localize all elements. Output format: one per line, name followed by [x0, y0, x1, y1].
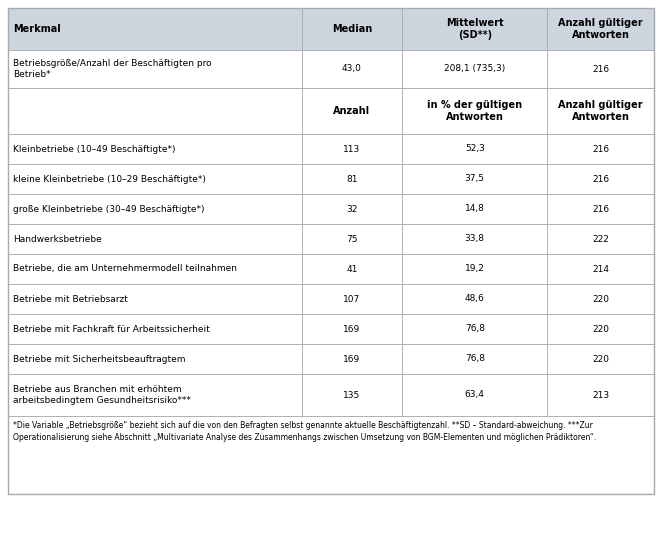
Text: 75: 75	[346, 234, 357, 244]
Bar	[8, 314, 302, 344]
Bar	[547, 50, 654, 88]
Text: 216: 216	[592, 64, 609, 74]
Bar	[8, 254, 302, 284]
Text: Betriebe mit Sicherheitsbeauftragtem: Betriebe mit Sicherheitsbeauftragtem	[13, 354, 185, 364]
Text: 220: 220	[592, 294, 609, 304]
Bar	[8, 88, 302, 134]
Text: 107: 107	[344, 294, 361, 304]
Text: 214: 214	[592, 264, 609, 274]
Bar	[8, 374, 302, 416]
Bar	[402, 284, 547, 314]
Bar	[547, 194, 654, 224]
Text: 48,6: 48,6	[465, 294, 485, 304]
Bar	[302, 224, 402, 254]
Bar	[547, 8, 654, 50]
Bar	[547, 314, 654, 344]
Bar	[8, 194, 302, 224]
Text: Betriebe aus Branchen mit erhöhtem
arbeitsbedingtem Gesundheitsrisiko***: Betriebe aus Branchen mit erhöhtem arbei…	[13, 385, 191, 405]
Bar	[302, 164, 402, 194]
Bar	[547, 344, 654, 374]
Bar	[302, 134, 402, 164]
Bar	[402, 344, 547, 374]
Bar	[402, 88, 547, 134]
Text: 216: 216	[592, 175, 609, 183]
Text: 169: 169	[344, 354, 361, 364]
Text: 216: 216	[592, 145, 609, 153]
Text: 41: 41	[346, 264, 357, 274]
Bar	[8, 8, 302, 50]
Text: Betriebe mit Fachkraft für Arbeitssicherheit: Betriebe mit Fachkraft für Arbeitssicher…	[13, 324, 210, 334]
Bar	[547, 254, 654, 284]
Text: große Kleinbetriebe (30–49 Beschäftigte*): große Kleinbetriebe (30–49 Beschäftigte*…	[13, 205, 205, 213]
Text: Betriebe mit Betriebsarzt: Betriebe mit Betriebsarzt	[13, 294, 128, 304]
Text: 19,2: 19,2	[465, 264, 485, 274]
Text: 216: 216	[592, 205, 609, 213]
Bar	[547, 224, 654, 254]
Text: 76,8: 76,8	[465, 324, 485, 334]
Text: 81: 81	[346, 175, 357, 183]
Text: 76,8: 76,8	[465, 354, 485, 364]
Bar	[302, 284, 402, 314]
Text: 14,8: 14,8	[465, 205, 485, 213]
Text: 37,5: 37,5	[465, 175, 485, 183]
Bar	[302, 254, 402, 284]
Text: 169: 169	[344, 324, 361, 334]
Bar	[302, 374, 402, 416]
Text: in % der gültigen
Antworten: in % der gültigen Antworten	[427, 100, 522, 122]
Bar	[402, 134, 547, 164]
Text: Betriebsgröße/Anzahl der Beschäftigten pro
Betrieb*: Betriebsgröße/Anzahl der Beschäftigten p…	[13, 59, 212, 79]
Text: Anzahl: Anzahl	[334, 106, 371, 116]
Bar	[402, 374, 547, 416]
Bar	[402, 50, 547, 88]
Text: Betriebe, die am Unternehmermodell teilnahmen: Betriebe, die am Unternehmermodell teiln…	[13, 264, 237, 274]
Bar	[302, 344, 402, 374]
Text: Merkmal: Merkmal	[13, 24, 61, 34]
Bar	[547, 134, 654, 164]
Text: Median: Median	[332, 24, 372, 34]
Bar	[8, 164, 302, 194]
Text: 208,1 (735,3): 208,1 (735,3)	[444, 64, 505, 74]
Bar	[8, 8, 654, 494]
Bar	[302, 8, 402, 50]
Text: 222: 222	[592, 234, 609, 244]
Bar	[8, 284, 302, 314]
Bar	[8, 416, 654, 494]
Text: Kleinbetriebe (10–49 Beschäftigte*): Kleinbetriebe (10–49 Beschäftigte*)	[13, 145, 175, 153]
Bar	[8, 344, 302, 374]
Bar	[302, 314, 402, 344]
Bar	[402, 194, 547, 224]
Bar	[302, 50, 402, 88]
Text: Anzahl gültiger
Antworten: Anzahl gültiger Antworten	[558, 18, 643, 40]
Text: *Die Variable „Betriebsgröße“ bezieht sich auf die von den Befragten selbst gena: *Die Variable „Betriebsgröße“ bezieht si…	[13, 421, 596, 442]
Bar	[8, 50, 302, 88]
Bar	[8, 224, 302, 254]
Bar	[402, 8, 547, 50]
Text: Anzahl gültiger
Antworten: Anzahl gültiger Antworten	[558, 100, 643, 122]
Bar	[302, 194, 402, 224]
Text: 33,8: 33,8	[465, 234, 485, 244]
Text: 220: 220	[592, 354, 609, 364]
Bar	[402, 254, 547, 284]
Text: Handwerksbetriebe: Handwerksbetriebe	[13, 234, 102, 244]
Bar	[547, 88, 654, 134]
Text: 113: 113	[344, 145, 361, 153]
Bar	[402, 314, 547, 344]
Bar	[402, 164, 547, 194]
Bar	[402, 224, 547, 254]
Bar	[547, 164, 654, 194]
Text: 213: 213	[592, 390, 609, 400]
Text: kleine Kleinbetriebe (10–29 Beschäftigte*): kleine Kleinbetriebe (10–29 Beschäftigte…	[13, 175, 206, 183]
Text: 43,0: 43,0	[342, 64, 362, 74]
Text: 52,3: 52,3	[465, 145, 485, 153]
Text: 32: 32	[346, 205, 357, 213]
Text: Mittelwert
(SD**): Mittelwert (SD**)	[446, 18, 504, 40]
Bar	[8, 134, 302, 164]
Text: 220: 220	[592, 324, 609, 334]
Text: 135: 135	[344, 390, 361, 400]
Text: 63,4: 63,4	[465, 390, 485, 400]
Bar	[547, 284, 654, 314]
Bar	[302, 88, 402, 134]
Bar	[547, 374, 654, 416]
